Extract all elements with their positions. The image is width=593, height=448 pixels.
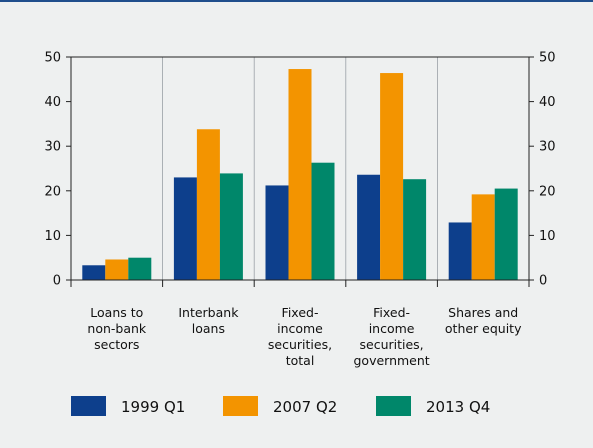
top-rule	[0, 0, 593, 2]
bar	[105, 259, 129, 280]
legend-label: 2007 Q2	[273, 398, 337, 416]
category-label: Interbank loans	[178, 305, 239, 336]
y-tick-label-left: 40	[44, 95, 61, 110]
y-tick-label-right: 40	[539, 95, 556, 110]
category-label-line: securities,	[268, 337, 332, 352]
y-tick-label-right: 10	[539, 229, 556, 244]
legend-swatch	[376, 396, 411, 416]
category-label-line: securities,	[360, 337, 424, 352]
category-label-line: loans	[192, 321, 225, 336]
bar	[196, 129, 220, 280]
bar	[82, 265, 106, 280]
legend-label: 2013 Q4	[426, 398, 490, 416]
category-label-line: Fixed-	[373, 305, 410, 320]
plot-frame	[70, 56, 530, 281]
bar	[128, 257, 152, 280]
bar	[311, 162, 335, 280]
y-tick-label-right: 30	[539, 140, 556, 155]
legend-swatch	[223, 396, 258, 416]
category-label: Loans to non-bank sectors	[87, 305, 147, 352]
bar	[265, 185, 289, 280]
y-tick-label-right: 0	[539, 274, 547, 289]
category-label-line: Interbank	[178, 305, 239, 320]
bar	[448, 222, 472, 280]
bar	[288, 69, 312, 281]
y-tick-label-left: 20	[44, 184, 61, 199]
category-label-line: Shares and	[448, 305, 518, 320]
category-label: Fixed-income securities, total	[268, 305, 332, 368]
y-tick-label-left: 0	[53, 274, 61, 289]
y-tick-label-left: 50	[44, 51, 61, 66]
bar	[173, 177, 197, 280]
category-label: Fixed-income securities, government	[353, 305, 429, 368]
bar	[494, 188, 518, 280]
category-label: Shares and other equity	[445, 305, 522, 336]
category-label-line: total	[286, 353, 315, 368]
y-tick-label-right: 50	[539, 51, 556, 66]
category-label-line: non-bank	[87, 321, 147, 336]
y-tick-label-left: 30	[44, 140, 61, 155]
category-label-line: income	[369, 321, 415, 336]
legend-label: 1999 Q1	[121, 398, 185, 416]
bar	[380, 73, 404, 280]
category-label-line: income	[277, 321, 323, 336]
y-tick-label-right: 20	[539, 184, 556, 199]
bar	[219, 173, 243, 280]
bar	[403, 179, 427, 280]
category-label-line: sectors	[94, 337, 139, 352]
category-label-line: Loans to	[90, 305, 143, 320]
y-tick-label-left: 10	[44, 229, 61, 244]
bar	[471, 194, 495, 280]
category-label-line: other equity	[445, 321, 522, 336]
category-label-line: government	[353, 353, 429, 368]
category-label-line: Fixed-	[282, 305, 319, 320]
bar	[357, 174, 381, 280]
legend-swatch	[71, 396, 106, 416]
